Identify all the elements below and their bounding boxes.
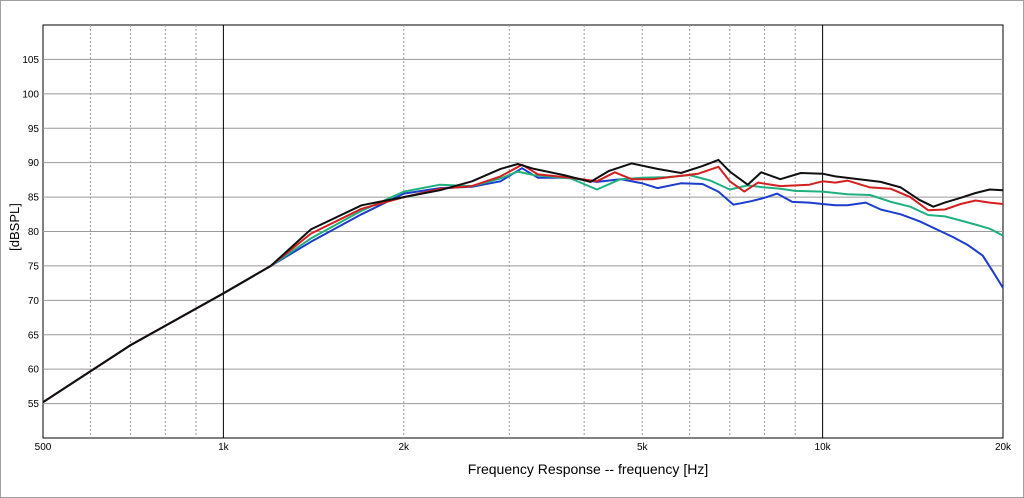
y-tick-label: 55 — [28, 399, 40, 410]
y-tick-label: 90 — [28, 158, 40, 169]
y-tick-labels: 55 60 65 70 75 80 85 90 95 100 105 — [22, 55, 39, 410]
y-tick-label: 85 — [28, 193, 40, 204]
series-line-4 — [42, 158, 1004, 404]
x-tick-label: 10k — [815, 442, 832, 453]
x-axis-label: Frequency Response -- frequency [Hz] — [468, 461, 708, 477]
x-tick-label: 500 — [35, 442, 52, 453]
y-tick-label: 70 — [28, 296, 40, 307]
y-axis-label: [dBSPL] — [7, 203, 22, 251]
minor-grid — [43, 25, 1003, 438]
y-tick-label: 75 — [28, 261, 40, 272]
x-tick-label: 2k — [398, 442, 410, 453]
y-tick-label: 105 — [22, 55, 39, 66]
series-line-1 — [42, 167, 1004, 404]
y-tick-label: 80 — [28, 227, 40, 238]
x-tick-label: 20k — [995, 442, 1012, 453]
y-tick-label: 65 — [28, 330, 40, 341]
x-tick-labels: 500 1k 2k 5k 10k 20k — [35, 442, 1012, 453]
x-tick-label: 5k — [637, 442, 649, 453]
x-tick-label: 1k — [218, 442, 230, 453]
major-grid — [222, 25, 824, 438]
y-tick-label: 95 — [28, 124, 40, 135]
y-tick-label: 60 — [28, 365, 40, 376]
y-tick-label: 100 — [22, 89, 39, 100]
series-layer — [42, 158, 1004, 404]
